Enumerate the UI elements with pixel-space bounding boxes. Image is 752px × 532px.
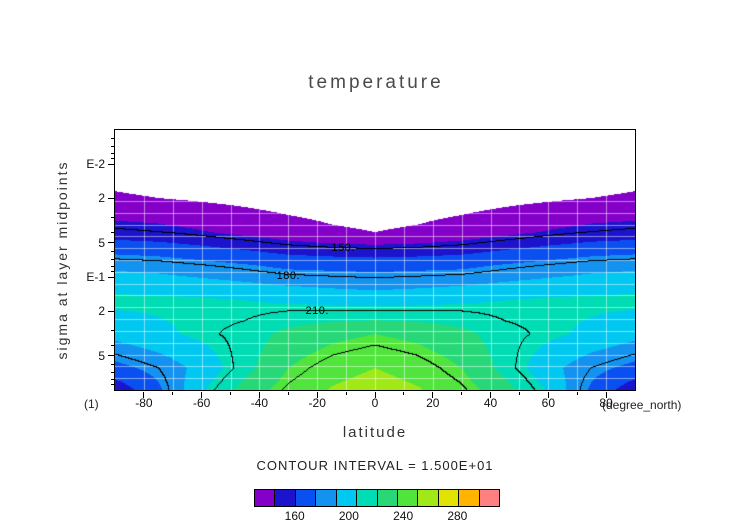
y-tick-label: 5 xyxy=(98,235,105,250)
y-minor-tick xyxy=(111,378,114,380)
x-tick-label: -80 xyxy=(135,396,153,410)
y-minor-tick xyxy=(111,152,114,154)
x-minor-tick xyxy=(230,392,232,395)
contour-plot-canvas xyxy=(115,130,635,390)
colorbar-segment xyxy=(479,490,500,506)
x-tick xyxy=(432,392,434,398)
y-tick xyxy=(108,163,114,165)
x-axis-unit-note: (degree_north) xyxy=(602,398,682,412)
y-tick xyxy=(108,310,114,312)
y-minor-tick xyxy=(111,371,114,373)
y-minor-tick xyxy=(111,251,114,253)
colorbar-segment xyxy=(397,490,419,506)
y-tick-label: E-2 xyxy=(86,157,105,171)
colorbar-segment xyxy=(255,490,276,506)
x-tick-label: 40 xyxy=(483,396,498,410)
y-minor-tick xyxy=(111,265,114,267)
x-tick-label: 20 xyxy=(426,396,440,410)
colorbar-tick-label: 200 xyxy=(338,509,359,523)
x-tick xyxy=(258,392,260,398)
y-tick xyxy=(108,276,114,278)
colorbar-segment xyxy=(418,490,439,506)
x-tick xyxy=(490,392,492,398)
colorbar-segment xyxy=(275,490,296,506)
x-tick-label: 0 xyxy=(371,396,379,410)
x-tick xyxy=(143,392,145,398)
y-tick-label: 2 xyxy=(98,191,105,206)
x-tick-label: 80 xyxy=(599,396,613,410)
y-tick-label: 5 xyxy=(98,348,105,363)
x-tick-label: -40 xyxy=(250,396,269,410)
y-minor-tick xyxy=(111,364,114,366)
colorbar-segment xyxy=(438,490,460,506)
y-minor-tick xyxy=(111,217,114,219)
y-tick xyxy=(108,242,114,244)
colorbar-tick-label: 240 xyxy=(393,509,414,523)
y-minor-tick xyxy=(111,231,114,233)
y-minor-tick xyxy=(111,384,114,386)
x-axis-title: latitude xyxy=(342,424,408,441)
y-minor-tick xyxy=(111,330,114,332)
y-axis-title: sigma at layer midpoints xyxy=(54,160,70,360)
x-tick xyxy=(201,392,203,398)
colorbar-segment xyxy=(336,490,358,506)
x-axis-origin-note: (1) xyxy=(84,397,99,411)
y-tick xyxy=(108,197,114,199)
x-minor-tick xyxy=(461,392,463,395)
colorbar-segment xyxy=(357,490,378,506)
contour-interval-note: CONTOUR INTERVAL = 1.500E+01 xyxy=(256,458,494,473)
x-tick xyxy=(605,392,607,398)
x-minor-tick xyxy=(172,392,174,395)
colorbar-segment xyxy=(316,490,337,506)
colorbar-tick-label: 280 xyxy=(447,509,468,523)
y-minor-tick xyxy=(111,259,114,260)
x-tick-label: 60 xyxy=(541,396,556,410)
y-tick-label: 2 xyxy=(98,304,105,319)
x-minor-tick xyxy=(287,392,289,395)
x-minor-tick xyxy=(518,392,520,395)
plot-border xyxy=(114,129,636,391)
y-minor-tick xyxy=(111,271,114,273)
x-minor-tick xyxy=(345,392,347,395)
colorbar-segment xyxy=(377,490,398,506)
x-tick xyxy=(374,392,376,398)
colorbar-segment xyxy=(295,490,317,506)
y-tick-label: E-1 xyxy=(86,270,105,284)
x-tick-label: -20 xyxy=(308,396,326,410)
colorbar xyxy=(254,489,500,507)
y-minor-tick xyxy=(111,158,114,160)
contour-label: 150. xyxy=(331,241,355,254)
x-tick-label: -60 xyxy=(192,396,211,410)
contour-label: 210. xyxy=(305,305,329,318)
chart-title: temperature xyxy=(308,72,444,93)
colorbar-segment xyxy=(459,490,480,506)
x-minor-tick xyxy=(576,392,578,395)
x-tick xyxy=(316,392,318,398)
colorbar-tick-label: 160 xyxy=(284,509,305,523)
x-minor-tick xyxy=(403,392,405,395)
y-minor-tick xyxy=(111,146,114,147)
contour-label: 180. xyxy=(276,270,301,283)
y-minor-tick xyxy=(111,344,114,346)
x-tick xyxy=(547,392,549,398)
y-minor-tick xyxy=(111,138,114,140)
y-tick xyxy=(108,355,114,357)
